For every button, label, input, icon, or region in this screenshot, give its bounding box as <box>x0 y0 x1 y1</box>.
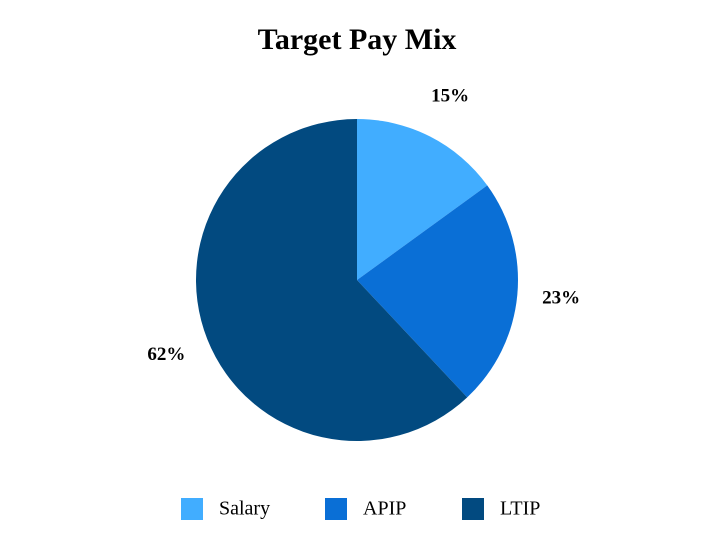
pie-slice <box>357 119 488 280</box>
legend-label: APIP <box>363 498 406 520</box>
pie-slice <box>357 185 518 398</box>
value-label: 23% <box>542 288 580 309</box>
pie-slice <box>195 119 468 442</box>
legend-swatch <box>462 498 484 520</box>
legend-label: LTIP <box>500 498 540 520</box>
value-label: 62% <box>147 344 185 365</box>
legend-swatch <box>325 498 347 520</box>
value-label: 15% <box>431 86 469 107</box>
legend-label: Salary <box>219 498 270 520</box>
chart-title: Target Pay Mix <box>258 23 457 56</box>
legend-swatch <box>181 498 203 520</box>
